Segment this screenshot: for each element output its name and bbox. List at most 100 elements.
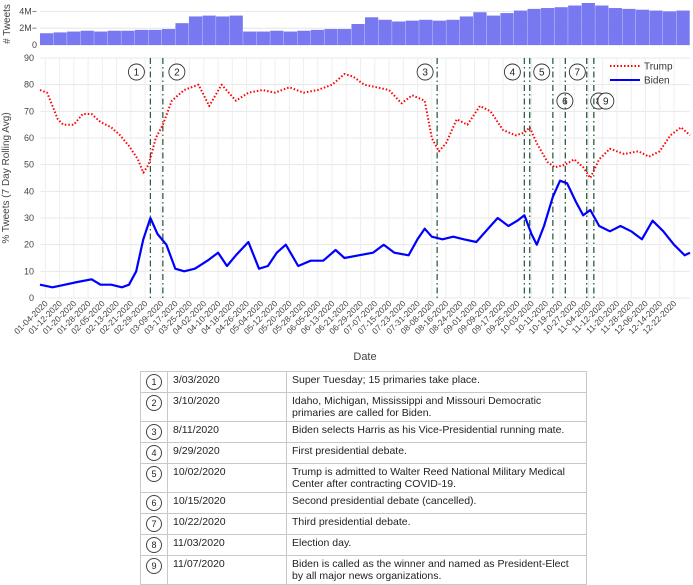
event-number: 6 bbox=[146, 495, 162, 511]
tweet-volume-bar bbox=[513, 10, 528, 45]
event-number-cell: 6 bbox=[140, 492, 168, 514]
table-row: 7 10/22/2020 Third presidential debate. bbox=[140, 513, 587, 535]
y-tick-label: 50 bbox=[24, 160, 34, 170]
tweet-volume-bar bbox=[337, 29, 352, 45]
tweet-volume-bar bbox=[243, 31, 257, 45]
tweet-volume-bar bbox=[256, 31, 270, 45]
event-number: 5 bbox=[146, 466, 162, 482]
tweet-volume-bar bbox=[53, 32, 67, 45]
tweet-volume-bar bbox=[622, 8, 636, 45]
table-row: 1 3/03/2020 Super Tuesday; 15 primaries ta… bbox=[140, 371, 587, 393]
tweet-volume-bar bbox=[459, 16, 474, 45]
tweet-volume-bar bbox=[188, 16, 203, 45]
tweet-volume-bar bbox=[351, 24, 365, 45]
tweet-volume-bar bbox=[568, 5, 582, 45]
event-description: Election day. bbox=[286, 534, 587, 556]
event-marker-label: 9 bbox=[603, 97, 609, 108]
event-marker-circle bbox=[568, 63, 586, 81]
tweet-volume-bar bbox=[229, 15, 243, 45]
tweet-volume-bar bbox=[40, 33, 54, 45]
y-tick-label: 20 bbox=[24, 240, 34, 250]
tweet-volume-bar bbox=[608, 8, 622, 45]
tweet-volume-bar bbox=[283, 31, 297, 45]
event-date: 9/29/2020 bbox=[167, 442, 287, 464]
y-tick-label: 40 bbox=[24, 186, 34, 196]
event-date: 3/10/2020 bbox=[167, 392, 287, 422]
event-date: 10/15/2020 bbox=[167, 492, 287, 514]
tweet-volume-bar bbox=[635, 9, 650, 45]
event-number-cell: 1 bbox=[140, 371, 168, 393]
event-description: Super Tuesday; 15 primaries take place. bbox=[286, 371, 587, 393]
y-tick-label: 70 bbox=[24, 106, 34, 116]
tweet-volume-bar bbox=[67, 31, 81, 45]
event-marker-label: 3 bbox=[422, 68, 428, 79]
event-marker-label: 5 bbox=[539, 68, 545, 79]
event-description: Second presidential debate (cancelled). bbox=[286, 492, 587, 514]
tweet-volume-bar bbox=[297, 30, 311, 45]
tweet-volume-bar bbox=[175, 23, 189, 45]
legend-label: Trump bbox=[644, 62, 673, 73]
tweet-volume-bar bbox=[161, 29, 176, 45]
tweet-volume-bar bbox=[405, 20, 419, 45]
tweet-volume-bar bbox=[107, 30, 121, 45]
tweet-volume-bar bbox=[378, 19, 392, 45]
tweet-volume-bar bbox=[392, 21, 406, 45]
tweet-volume-bar bbox=[649, 10, 663, 45]
tweet-volume-bar bbox=[662, 11, 677, 45]
tweet-volume-bars bbox=[40, 3, 690, 46]
event-date: 10/02/2020 bbox=[167, 463, 287, 493]
event-date: 10/22/2020 bbox=[167, 513, 287, 535]
legend-label: Biden bbox=[644, 76, 670, 87]
tweet-volume-bar bbox=[80, 30, 94, 45]
tweet-volume-bar bbox=[94, 31, 108, 45]
tweet-volume-bar bbox=[676, 10, 690, 45]
event-description: Third presidential debate. bbox=[286, 513, 587, 535]
event-marker-label: 7 bbox=[575, 68, 581, 79]
tweet-volume-bar bbox=[134, 29, 149, 45]
tweet-volume-bar bbox=[500, 13, 514, 45]
event-date: 8/11/2020 bbox=[167, 421, 287, 443]
tweet-volume-bar bbox=[148, 29, 162, 45]
tweet-volume-tick-label: 0 bbox=[32, 40, 37, 50]
y-axis-label: % Tweets (7 Day Rolling Avg) bbox=[1, 112, 12, 243]
event-number-cell: 2 bbox=[140, 392, 168, 422]
table-row: 2 3/10/2020 Idaho, Michigan, Mississippi a… bbox=[140, 392, 587, 422]
tweet-volume-panel: 4M− 2M− 0 # Tweets bbox=[2, 3, 690, 50]
tweet-volume-bar bbox=[324, 29, 338, 45]
event-date: 3/03/2020 bbox=[167, 371, 287, 393]
event-marker-label: 2 bbox=[174, 68, 180, 79]
event-date: 11/07/2020 bbox=[167, 555, 287, 585]
event-description: Idaho, Michigan, Mississippi and Missour… bbox=[286, 392, 587, 422]
table-row: 4 9/29/2020 First presidential debate. bbox=[140, 442, 587, 464]
chart-area: 4M−2M−0# Tweets 010203040506070809001-04… bbox=[1, 3, 691, 363]
tweet-volume-bar bbox=[216, 16, 230, 45]
percent-tweets-panel: 010203040506070809001-04-202001-12-20200… bbox=[1, 53, 691, 363]
event-number: 9 bbox=[146, 558, 162, 574]
y-tick-label: 90 bbox=[24, 53, 34, 63]
tweet-volume-bar bbox=[202, 15, 216, 45]
tweet-volume-bar bbox=[595, 5, 609, 45]
event-marker-circle bbox=[503, 63, 521, 81]
event-number: 4 bbox=[146, 445, 162, 461]
tweet-volume-bar bbox=[121, 30, 135, 45]
event-number-cell: 8 bbox=[140, 534, 168, 556]
tweet-volume-bar bbox=[270, 30, 284, 45]
table-row: 5 10/02/2020 Trump is admitted to Walter R… bbox=[140, 463, 587, 493]
event-number-cell: 3 bbox=[140, 421, 168, 443]
y-tick-label: 60 bbox=[24, 133, 34, 143]
event-number-cell: 9 bbox=[140, 555, 168, 585]
event-marker-label: 4 bbox=[510, 68, 516, 79]
table-row: 3 8/11/2020 Biden selects Harris as his Vi… bbox=[140, 421, 587, 443]
event-number: 3 bbox=[146, 424, 162, 440]
tweet-volume-bar bbox=[473, 12, 487, 46]
event-marker-circle bbox=[127, 63, 145, 81]
event-number: 8 bbox=[146, 537, 162, 553]
y-tick-label: 30 bbox=[24, 213, 34, 223]
event-number: 2 bbox=[146, 395, 162, 411]
event-marker-circle bbox=[168, 63, 186, 81]
tweet-volume-bar bbox=[446, 19, 460, 45]
event-description: First presidential debate. bbox=[286, 442, 587, 464]
event-description: Biden is called as the winner and named … bbox=[286, 555, 587, 585]
tweet-volume-bar bbox=[581, 3, 595, 45]
main-plot-bg bbox=[40, 58, 690, 298]
